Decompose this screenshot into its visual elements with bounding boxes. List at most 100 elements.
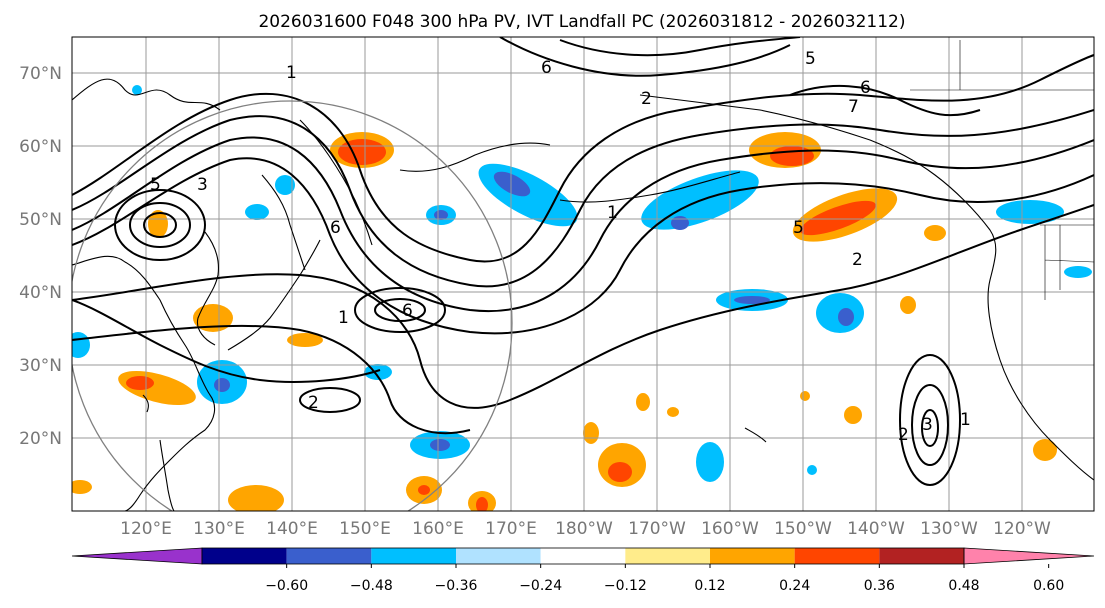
contour-closed-low (114, 189, 206, 261)
colorbar-tick-label: −0.48 (350, 578, 393, 594)
colorbar-swatch (371, 548, 456, 564)
contour-subtropical (72, 299, 381, 383)
positive-anomaly-core (800, 200, 876, 236)
negative-anomaly-core (734, 296, 770, 304)
negative-anomaly (245, 204, 269, 220)
colorbar-tick-label: 0.48 (948, 578, 979, 594)
lon-label: 160°W (701, 519, 759, 539)
positive-anomaly-core (126, 376, 154, 390)
longitude-labels: 120°E 130°E 140°E 150°E 160°E 170°E 180°… (120, 519, 1051, 539)
colorbar-swatch (710, 548, 795, 564)
positive-anomaly (924, 225, 946, 241)
positive-anomaly (287, 333, 323, 347)
positive-anomaly (636, 393, 650, 411)
lon-label: 150°E (339, 519, 391, 539)
coastline-korea (196, 231, 219, 346)
coastline-aleutians (559, 171, 741, 203)
coastline-north-america (639, 94, 1094, 481)
colorbar-swatch (202, 548, 287, 564)
lon-label: 180°W (555, 519, 613, 539)
positive-anomaly-core (770, 146, 814, 166)
coastlines (72, 40, 1094, 511)
colorbar-swatch (456, 548, 541, 564)
contour-label: 1 (960, 410, 971, 430)
positive-anomaly-core (418, 485, 430, 495)
contour-label: 5 (805, 49, 816, 69)
contour-label: 1 (286, 63, 297, 83)
lon-label: 170°W (628, 519, 686, 539)
contour-north (499, 37, 791, 77)
coastline-bering (399, 142, 551, 172)
colorbar-tick-label: −0.12 (604, 578, 647, 594)
positive-anomaly (667, 407, 679, 417)
contour-1 (72, 54, 1094, 263)
lat-label: 70°N (19, 64, 62, 84)
contour-closed-high (921, 409, 939, 447)
contour-closed-low (129, 202, 191, 248)
latitude-labels: 70°N 60°N 50°N 40°N 30°N 20°N (19, 64, 62, 449)
positive-anomaly (1033, 439, 1057, 461)
contour-label: 6 (860, 78, 871, 98)
contour-north (789, 85, 981, 117)
colorbar-extend-low (71, 547, 203, 565)
contour-label: 3 (922, 415, 933, 435)
map-background (72, 37, 1094, 511)
map-panel: 1 3 5 6 6 1 2 6 2 6 7 5 2 1 1 2 3 5 (71, 36, 1095, 512)
contour-label: 6 (541, 58, 552, 78)
coastline-taiwan (142, 394, 149, 413)
lat-label: 40°N (19, 283, 62, 303)
colorbar-tick-label: 0.60 (1033, 578, 1064, 594)
map-frame (71, 36, 1095, 512)
contour-label: 2 (641, 89, 652, 109)
lon-label: 140°W (847, 519, 905, 539)
colorbar-tick-label: 0.24 (779, 578, 810, 594)
coastline-china (72, 255, 216, 511)
colorbar: −0.60 −0.48 −0.36 −0.24 −0.12 0.12 0.24 0.36 0.4… (71, 547, 1095, 594)
lon-label: 120°W (993, 519, 1051, 539)
negative-anomaly (275, 175, 295, 195)
country-borders (910, 40, 1094, 91)
negative-anomaly (72, 332, 90, 358)
lon-label: 140°E (266, 519, 318, 539)
contour-label: 2 (898, 425, 909, 445)
colorbar-swatch (540, 548, 626, 564)
contour-north (559, 37, 801, 57)
contour-label: 6 (402, 301, 413, 321)
contour-closed-low (143, 212, 177, 238)
lat-label: 60°N (19, 137, 62, 157)
contour-label: 6 (330, 218, 341, 238)
negative-anomaly (1064, 266, 1092, 278)
contour-label: 2 (308, 393, 319, 413)
negative-anomaly (696, 442, 724, 482)
negative-anomaly (807, 465, 817, 475)
contour-label: 5 (793, 218, 804, 238)
colorbar-tick-label: 0.36 (864, 578, 895, 594)
colorbar-tick-label: −0.36 (435, 578, 478, 594)
coastline-hawaii (744, 427, 767, 443)
contour-label: 3 (197, 175, 208, 195)
coastline-japan (227, 239, 321, 351)
contour-label: 1 (338, 308, 349, 328)
lat-label: 30°N (19, 356, 62, 376)
positive-anomaly (900, 296, 916, 314)
lat-label: 20°N (19, 429, 62, 449)
lon-label: 130°E (193, 519, 245, 539)
positive-anomaly-core (608, 462, 632, 482)
positive-anomaly (228, 485, 284, 511)
contour-label: 1 (607, 203, 618, 223)
positive-anomaly (844, 406, 862, 424)
reference-circle (72, 100, 513, 511)
contour-label-group: 1 3 5 6 6 1 2 6 2 6 7 5 2 1 1 2 3 5 (150, 49, 971, 445)
contour-closed-trough (354, 287, 446, 333)
lon-label: 130°W (920, 519, 978, 539)
positive-anomaly (148, 210, 168, 238)
lat-label: 50°N (19, 210, 62, 230)
lon-label: 150°W (774, 519, 832, 539)
positive-anomaly (193, 304, 233, 332)
colorbar-tick-label: −0.24 (519, 578, 562, 594)
contour-label: 2 (852, 250, 863, 270)
contour-closed-high (911, 384, 949, 466)
positive-anomaly (800, 391, 810, 401)
colorbar-extend-high (963, 547, 1095, 565)
